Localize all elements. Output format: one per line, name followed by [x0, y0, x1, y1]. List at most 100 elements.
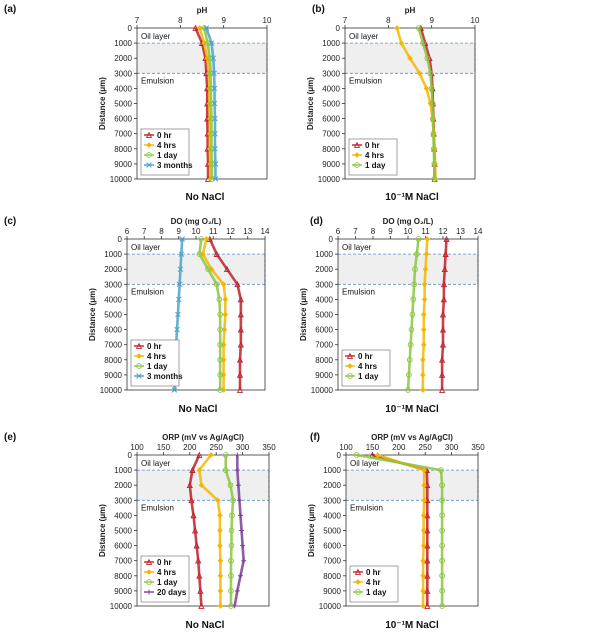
data-point: [193, 542, 200, 549]
data-point: [222, 452, 229, 458]
data-point: [217, 387, 224, 393]
x-tick-label: 300: [445, 443, 459, 452]
y-tick-label: 6000: [114, 115, 132, 124]
series-line: [202, 27, 214, 179]
legend-entry: 0 hr: [157, 558, 172, 567]
data-point: [239, 528, 244, 533]
data-point: [212, 161, 219, 167]
y-tick-label: 7000: [322, 130, 340, 139]
data-point: [228, 542, 235, 549]
data-point: [438, 371, 446, 378]
x-tick-label: 6: [125, 227, 130, 236]
data-point: [234, 452, 240, 458]
data-point: [412, 266, 418, 273]
legend-entry: 1 day: [147, 362, 168, 371]
data-point: [427, 70, 434, 77]
transition-band: [346, 470, 478, 501]
data-point: [421, 296, 428, 303]
x-tick-label: 200: [183, 443, 197, 452]
data-point: [234, 280, 241, 288]
y-tick-label: 1000: [322, 39, 340, 48]
y-tick-label: 3000: [114, 69, 132, 78]
legend-entry: 0 hr: [157, 131, 172, 140]
y-tick-label: 4000: [315, 295, 333, 304]
data-point: [429, 100, 436, 107]
panel-caption: 10⁻¹M NaCl: [385, 404, 439, 415]
x-tick-label: 7: [135, 16, 140, 25]
data-point: [229, 512, 235, 519]
data-point: [237, 326, 244, 333]
legend-marker: [136, 363, 142, 369]
data-point: [196, 572, 203, 579]
series-2: [222, 452, 236, 609]
data-point: [438, 356, 446, 363]
data-point: [421, 281, 428, 288]
data-point: [422, 266, 429, 273]
x-tick-label: 10: [471, 16, 480, 25]
panel-caption: No NaCl: [186, 192, 225, 203]
series-0: [206, 235, 244, 393]
x-tick-label: 10: [404, 227, 413, 236]
legend-entry: 0 hr: [147, 342, 162, 351]
legend-marker: [136, 373, 142, 379]
x-tick-label: 200: [392, 443, 406, 452]
legend-marker: [355, 589, 361, 595]
x-axis-label: pH: [197, 6, 208, 15]
legend-entry: 4 hrs: [157, 568, 177, 577]
y-tick-label: 4000: [114, 511, 132, 520]
series-2: [201, 25, 215, 182]
data-point: [238, 573, 243, 579]
data-point: [409, 311, 416, 318]
legend-marker: [353, 141, 361, 148]
y-tick-label: 9000: [114, 160, 132, 169]
data-point: [353, 452, 360, 458]
panel-label: (d): [310, 216, 323, 227]
transition-band: [127, 254, 265, 285]
data-point: [424, 557, 431, 564]
data-point: [227, 482, 234, 489]
data-point: [228, 572, 234, 579]
data-point: [198, 602, 205, 609]
data-point: [236, 371, 244, 378]
data-point: [439, 527, 445, 534]
data-point: [217, 311, 224, 318]
y-tick-label: 6000: [104, 326, 122, 335]
data-point: [415, 236, 422, 242]
data-point: [232, 603, 238, 609]
data-point: [421, 467, 427, 473]
data-point: [439, 311, 447, 318]
emulsion-label: Emulsion: [141, 503, 174, 512]
x-tick-label: 250: [419, 443, 433, 452]
x-tick-label: 7: [142, 227, 147, 236]
series-2: [405, 236, 422, 393]
y-tick-label: 10000: [110, 602, 133, 611]
y-tick-label: 10000: [110, 175, 133, 184]
y-axis-label: Distance (μm): [88, 288, 97, 341]
data-point: [410, 296, 417, 303]
data-point: [398, 40, 405, 46]
legend-entry: 1 day: [157, 578, 178, 587]
x-axis-label: pH: [405, 6, 416, 15]
x-tick-label: 350: [471, 443, 485, 452]
data-point: [431, 161, 438, 167]
legend-entry: 0 hr: [366, 568, 381, 577]
series-2: [415, 25, 438, 182]
y-tick-label: 2000: [323, 481, 341, 490]
data-point: [235, 482, 241, 488]
y-tick-label: 9000: [114, 587, 132, 596]
data-point: [214, 497, 221, 504]
x-tick-label: 9: [221, 16, 226, 25]
panel-label: (f): [310, 432, 320, 443]
y-tick-label: 0: [128, 24, 133, 33]
series-2: [196, 236, 224, 393]
data-point: [238, 513, 243, 518]
data-point: [217, 326, 224, 333]
y-tick-label: 1000: [114, 466, 132, 475]
x-tick-label: 13: [243, 227, 252, 236]
data-point: [439, 482, 445, 489]
data-point: [210, 55, 217, 61]
data-point: [420, 572, 426, 579]
data-point: [198, 482, 205, 489]
legend-entry: 3 months: [157, 161, 193, 170]
